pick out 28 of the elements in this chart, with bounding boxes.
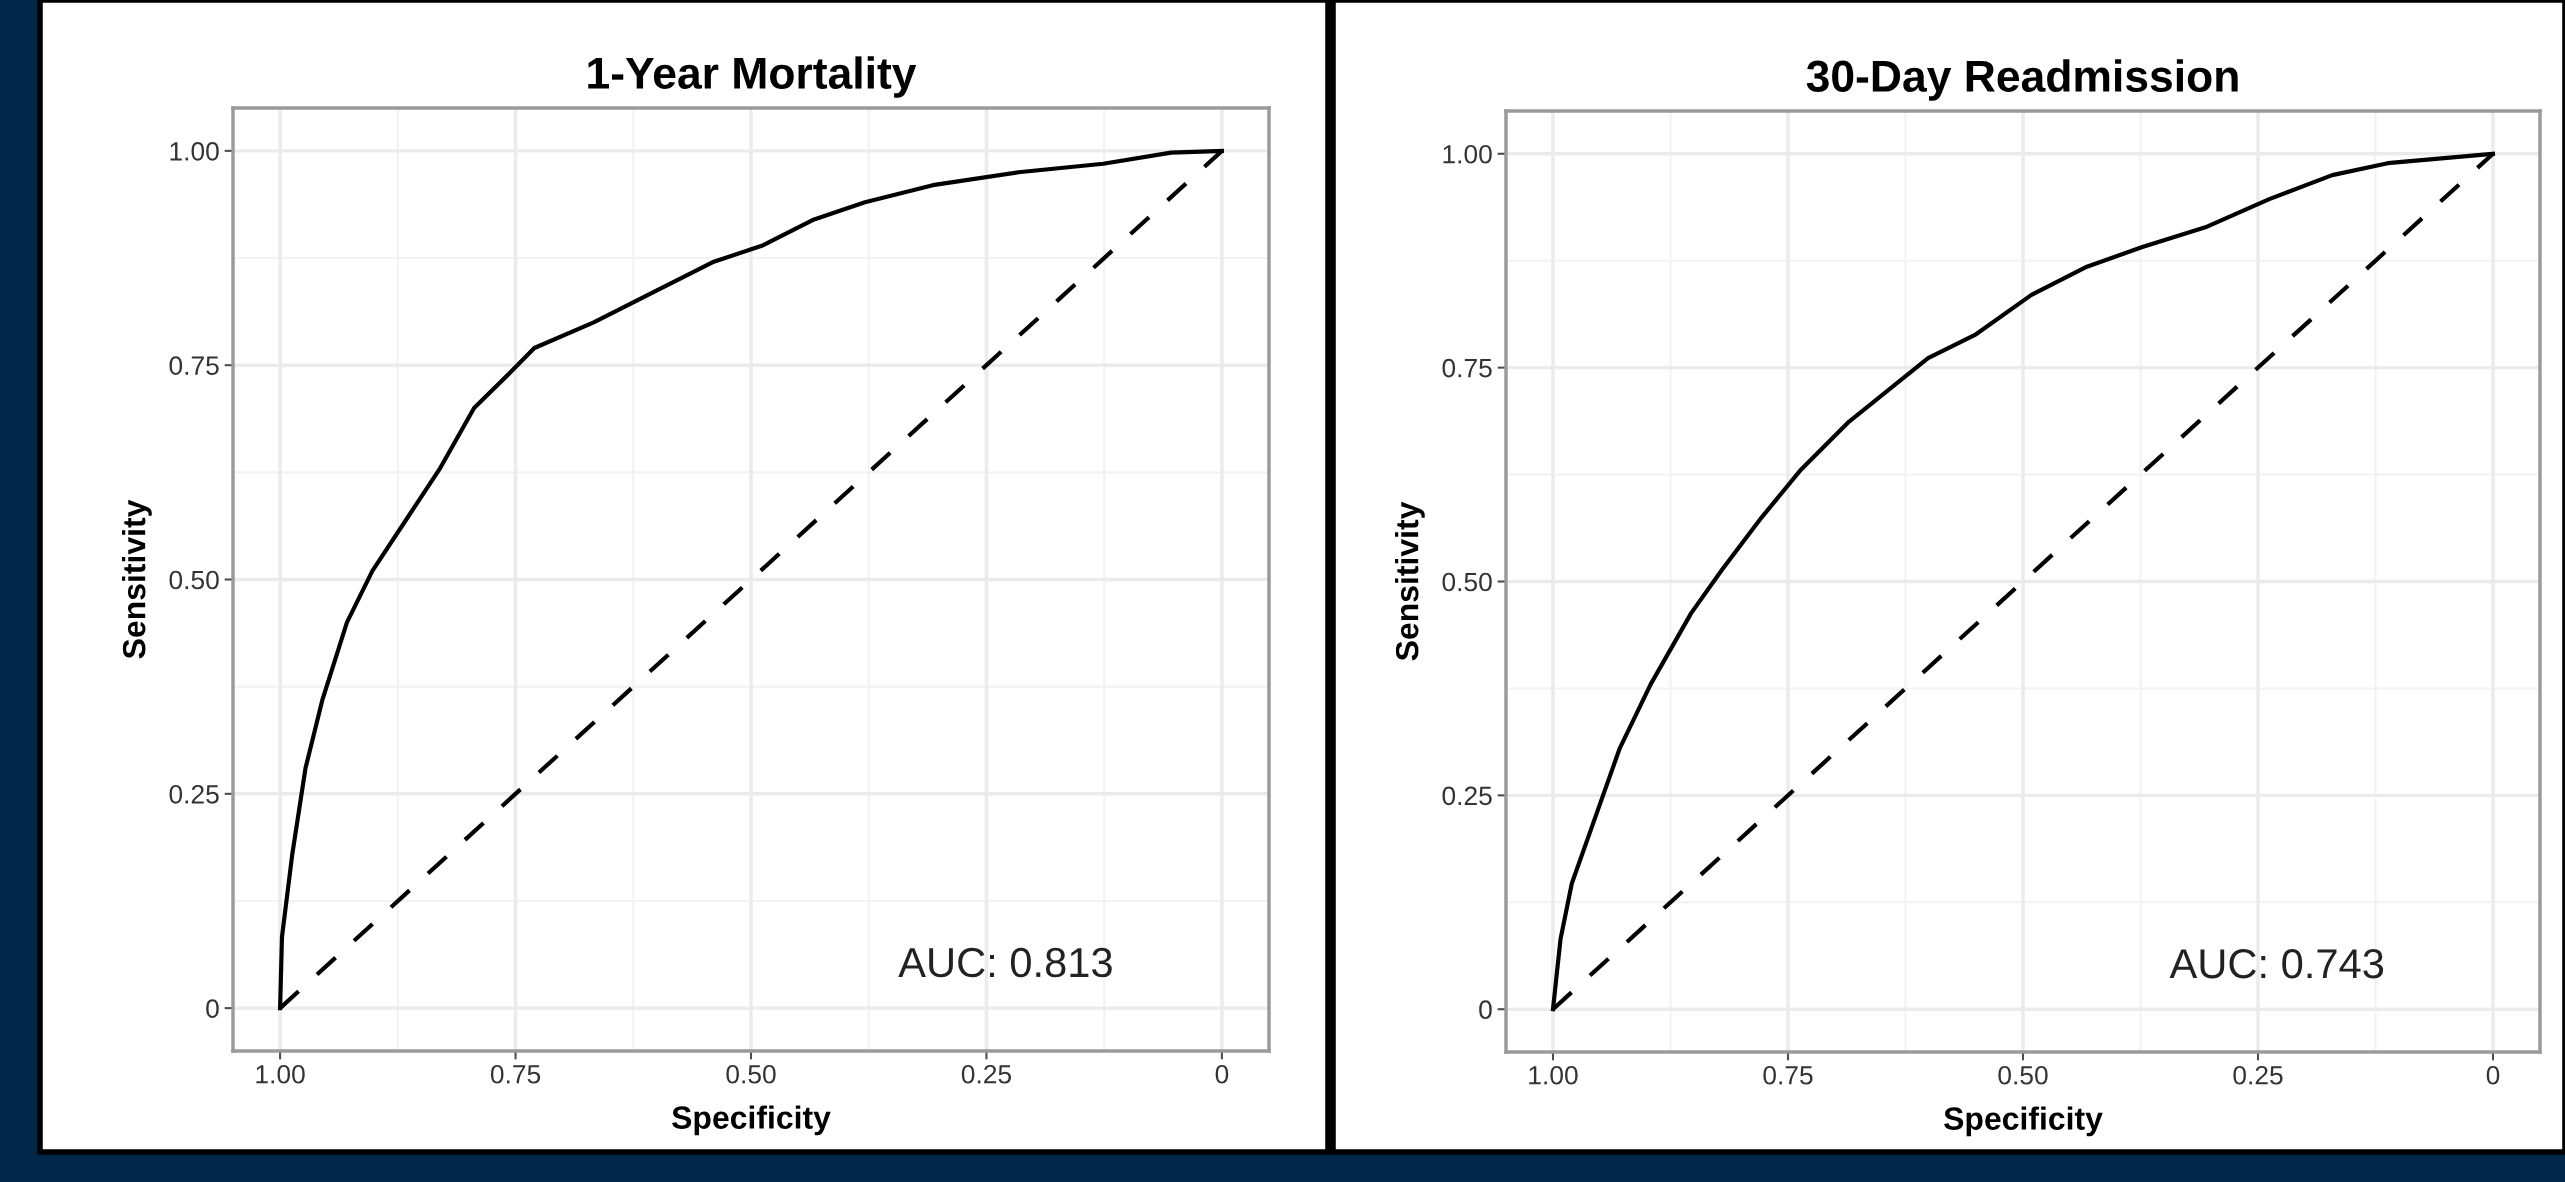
x-tick-label: 0.75 <box>1763 1065 1813 1085</box>
y-tick-label: 0.25 <box>169 784 219 804</box>
annotation: AUC: 0.743 <box>2169 948 2384 979</box>
x-tick-label: 0.50 <box>726 1064 776 1084</box>
x-axis-title: Specificity <box>1944 1106 2103 1137</box>
y-tick-label: 0.75 <box>169 356 219 375</box>
chart-title: 30-Day Readmission <box>1806 59 2238 101</box>
x-tick-label: 0.50 <box>1998 1065 2048 1085</box>
x-tick-label: 0.25 <box>2233 1065 2283 1085</box>
x-tick-label: 0 <box>2486 1065 2500 1085</box>
x-tick-label: 0.25 <box>961 1064 1012 1084</box>
y-tick-label: 1.00 <box>170 142 219 161</box>
y-tick-label: 0 <box>206 999 219 1018</box>
y-tick-label: 0.75 <box>1442 358 1492 378</box>
x-tick-label: 1.00 <box>256 1064 305 1084</box>
y-tick-label: 0.25 <box>1442 786 1492 806</box>
x-axis-title: Specificity <box>672 1105 831 1136</box>
y-tick-label: 1.00 <box>1443 144 1492 164</box>
y-tick-label: 0 <box>1479 1000 1492 1020</box>
y-axis-title: Sensitivity <box>1395 501 1425 661</box>
x-tick-label: 0 <box>1215 1064 1229 1084</box>
y-tick-label: 0.50 <box>1442 572 1492 592</box>
x-tick-label: 0.75 <box>490 1064 541 1084</box>
chart-title: 1-Year Mortality <box>588 56 917 98</box>
y-axis-title: Sensitivity <box>122 499 152 659</box>
annotation: AUC: 0.813 <box>898 947 1112 978</box>
x-tick-label: 1.00 <box>1529 1065 1578 1085</box>
y-tick-label: 0.50 <box>169 570 219 590</box>
